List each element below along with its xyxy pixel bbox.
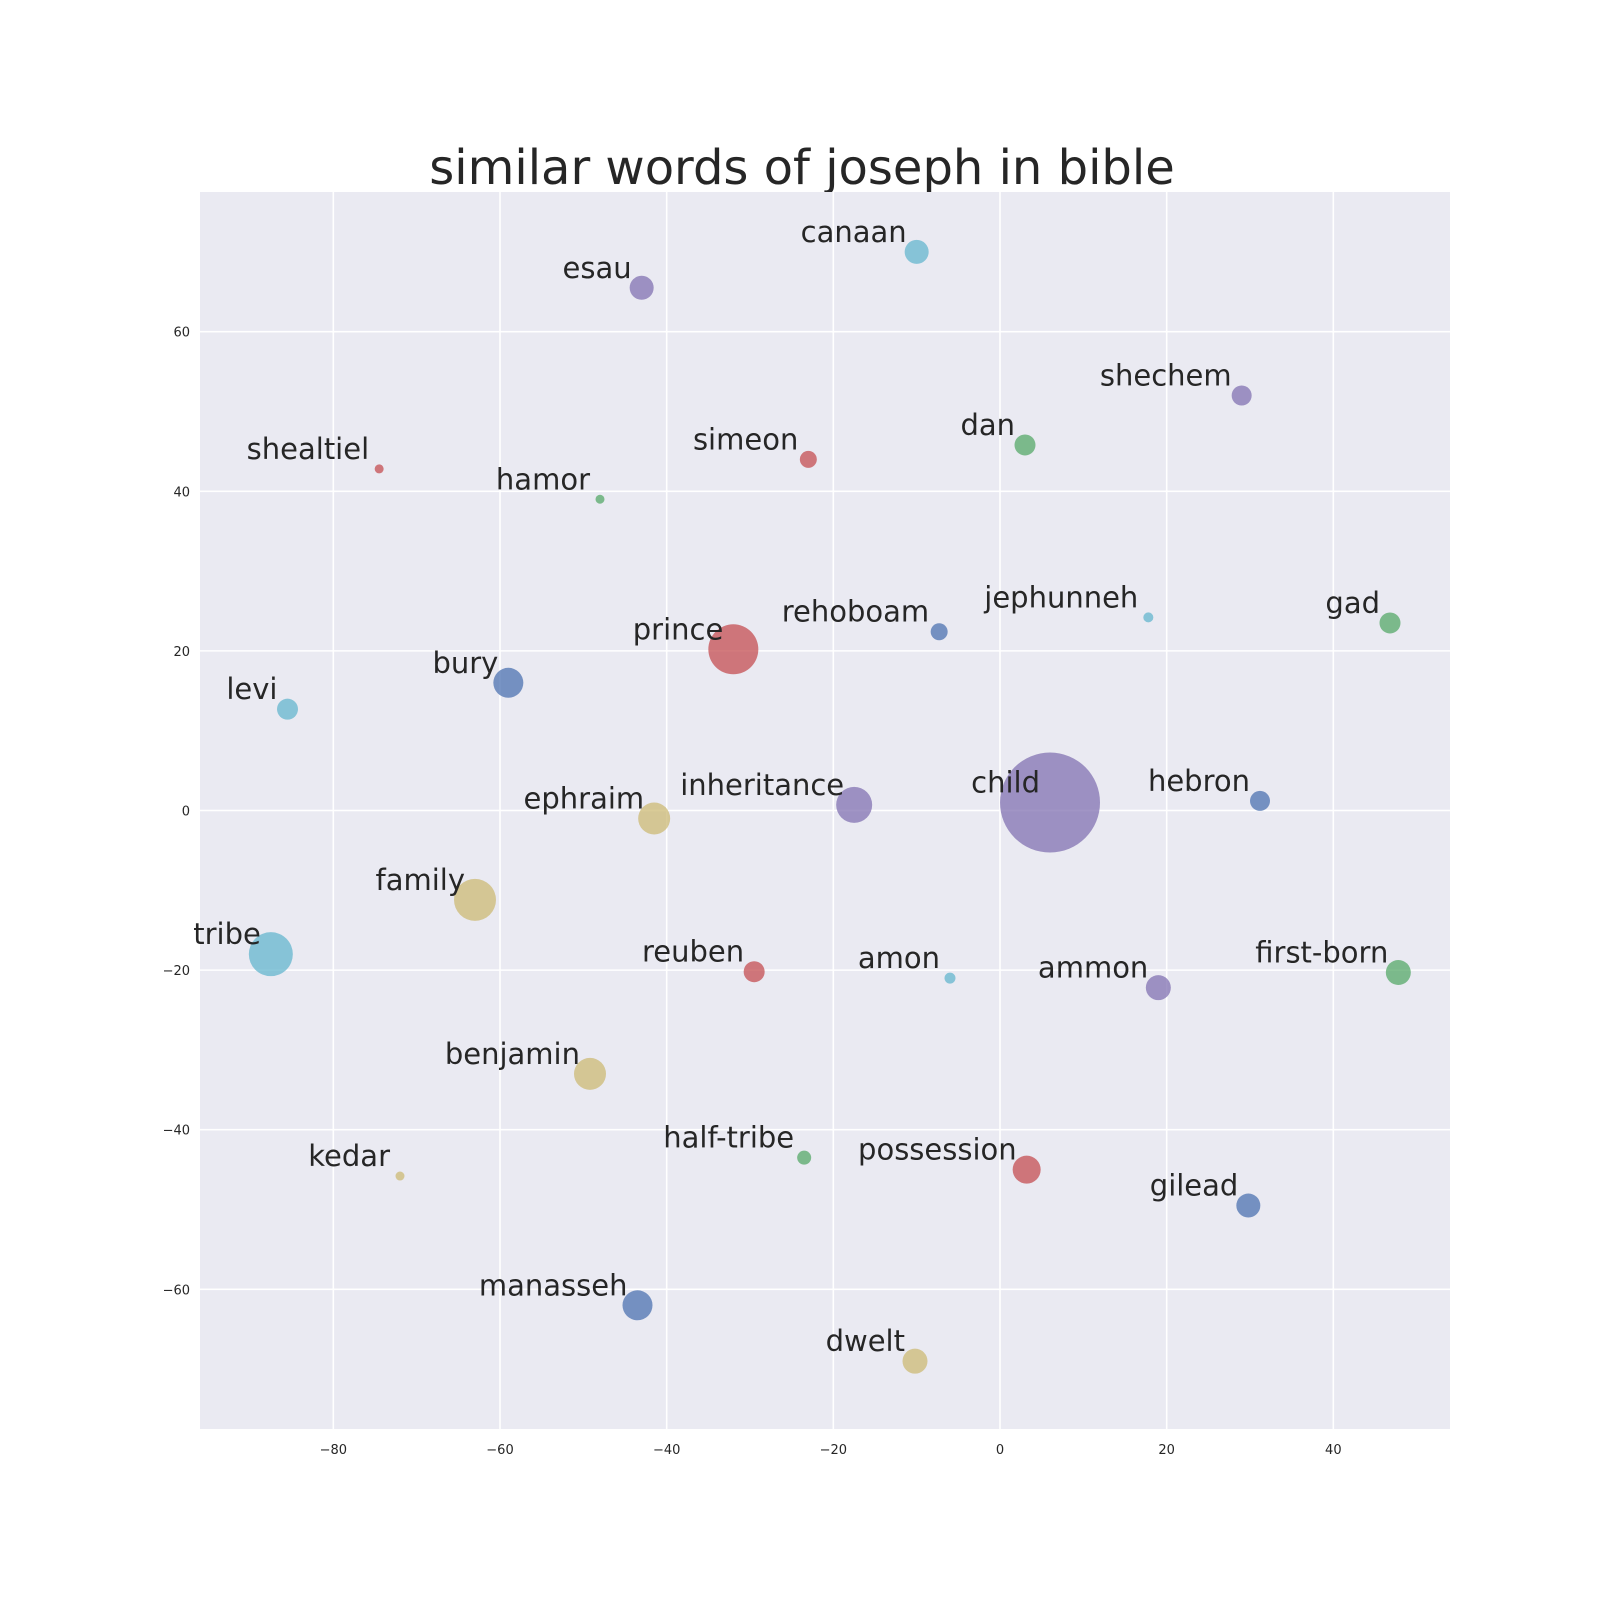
point-label-ephraim: ephraim bbox=[524, 781, 645, 815]
data-point-amon bbox=[944, 972, 956, 984]
point-label-canaan: canaan bbox=[801, 215, 907, 249]
point-label-hebron: hebron bbox=[1148, 764, 1250, 798]
data-point-inheritance bbox=[836, 786, 873, 823]
x-tick-label: 20 bbox=[1158, 1443, 1175, 1458]
data-point-jephunneh bbox=[1143, 612, 1154, 623]
x-tick-label: −40 bbox=[653, 1443, 680, 1458]
data-point-benjamin bbox=[574, 1057, 606, 1090]
y-tick-label: 60 bbox=[173, 326, 190, 341]
point-label-child: child bbox=[971, 766, 1040, 800]
data-point-shechem bbox=[1231, 385, 1252, 406]
point-label-levi: levi bbox=[226, 672, 277, 706]
y-tick-label: −60 bbox=[163, 1283, 190, 1298]
point-label-gad: gad bbox=[1325, 586, 1380, 620]
y-tick-label: 40 bbox=[173, 485, 190, 500]
data-point-hebron bbox=[1250, 790, 1270, 811]
point-label-amon: amon bbox=[858, 941, 940, 975]
point-label-possession: possession bbox=[858, 1133, 1017, 1167]
data-point-rehoboam bbox=[930, 623, 948, 641]
point-label-inheritance: inheritance bbox=[680, 768, 844, 802]
data-point-possession bbox=[1012, 1155, 1041, 1184]
data-point-tribe bbox=[248, 932, 293, 977]
point-label-simeon: simeon bbox=[693, 422, 798, 456]
point-label-half-tribe: half-tribe bbox=[663, 1121, 794, 1155]
y-tick-label: −20 bbox=[163, 964, 190, 979]
data-point-half-tribe bbox=[797, 1150, 812, 1165]
data-point-kedar bbox=[395, 1171, 405, 1181]
data-point-simeon bbox=[799, 450, 817, 468]
data-point-shealtiel bbox=[374, 464, 384, 474]
point-label-hamor: hamor bbox=[496, 462, 590, 496]
point-label-prince: prince bbox=[633, 612, 724, 646]
tick-labels: −80 −60 −40 −20 0 20 40 −60 −40 −20 0 20 40 60 bbox=[163, 326, 1342, 1458]
data-points bbox=[248, 239, 1411, 1374]
x-tick-label: −80 bbox=[320, 1443, 347, 1458]
point-labels: canaan esau shechem dan simeon shealtiel hamor… bbox=[193, 215, 1388, 1358]
data-point-gilead bbox=[1236, 1193, 1261, 1218]
point-label-family: family bbox=[375, 863, 465, 897]
data-point-family bbox=[454, 878, 496, 921]
x-tick-label: 40 bbox=[1325, 1443, 1342, 1458]
point-label-ammon: ammon bbox=[1038, 951, 1148, 985]
data-point-manasseh bbox=[622, 1290, 653, 1321]
y-tick-label: 20 bbox=[173, 645, 190, 660]
data-point-levi bbox=[277, 698, 298, 720]
data-point-prince bbox=[708, 624, 759, 675]
point-label-first-born: first-born bbox=[1255, 936, 1388, 970]
point-label-dan: dan bbox=[960, 408, 1015, 442]
y-tick-label: 0 bbox=[182, 805, 190, 820]
data-point-ammon bbox=[1145, 975, 1171, 1001]
data-point-gad bbox=[1379, 612, 1401, 634]
data-point-dwelt bbox=[902, 1348, 928, 1374]
y-tick-label: −40 bbox=[163, 1124, 190, 1139]
chart-title: similar words of joseph in bible bbox=[429, 140, 1175, 196]
x-tick-label: −20 bbox=[820, 1443, 847, 1458]
data-point-child bbox=[1000, 752, 1100, 853]
data-point-esau bbox=[629, 275, 654, 300]
point-label-gilead: gilead bbox=[1150, 1169, 1239, 1203]
point-label-benjamin: benjamin bbox=[445, 1037, 580, 1071]
data-point-canaan bbox=[904, 239, 929, 264]
x-tick-label: −60 bbox=[486, 1443, 513, 1458]
data-point-ephraim bbox=[638, 802, 671, 835]
point-label-shechem: shechem bbox=[1100, 359, 1232, 393]
point-label-kedar: kedar bbox=[308, 1139, 390, 1173]
point-label-esau: esau bbox=[563, 251, 632, 285]
data-point-reuben bbox=[743, 961, 765, 983]
point-label-tribe: tribe bbox=[193, 917, 261, 951]
point-label-rehoboam: rehoboam bbox=[782, 595, 929, 629]
point-label-bury: bury bbox=[432, 646, 498, 680]
point-label-jephunneh: jephunneh bbox=[983, 580, 1138, 614]
point-label-dwelt: dwelt bbox=[826, 1324, 905, 1358]
data-point-bury bbox=[493, 667, 524, 698]
data-point-hamor bbox=[595, 494, 605, 504]
point-label-reuben: reuben bbox=[642, 935, 744, 969]
point-label-shealtiel: shealtiel bbox=[247, 432, 370, 466]
data-point-first-born bbox=[1385, 960, 1411, 986]
x-tick-label: 0 bbox=[996, 1443, 1004, 1458]
point-label-manasseh: manasseh bbox=[479, 1268, 628, 1302]
data-point-dan bbox=[1014, 434, 1036, 456]
